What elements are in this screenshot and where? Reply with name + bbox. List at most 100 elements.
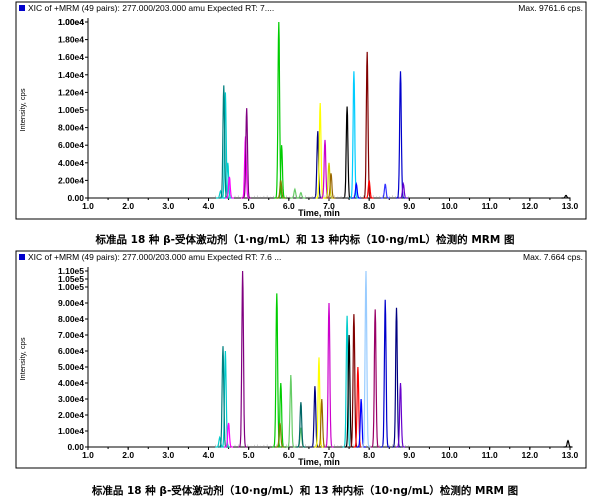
- series-trace: [290, 187, 306, 199]
- y-tick-label: 7.00e4: [58, 330, 84, 340]
- caption-chart-1: 标准品 18 种 β-受体激动剂（1·ng/mL）和 13 种内标（10·ng/…: [95, 234, 515, 246]
- header-title: XIC of +MRM (49 pairs): 277.000/203.000 …: [28, 3, 274, 13]
- x-tick-label: 11.0: [482, 201, 498, 211]
- caption-chart-2: 标准品 18 种 β-受体激动剂（10·ng/mL）和 13 种内标（10·ng…: [91, 485, 519, 497]
- series-trace: [380, 299, 390, 448]
- y-tick-label: 3.00e4: [58, 394, 84, 404]
- x-tick-label: 4.0: [203, 450, 215, 460]
- series-trace: [315, 102, 325, 199]
- y-tick-label: 6.00e4: [58, 346, 84, 356]
- peak-trace: [315, 102, 325, 199]
- series-trace: [361, 270, 371, 448]
- y-tick-label: 1.00e5: [58, 105, 84, 115]
- peak-trace: [353, 366, 363, 448]
- peak-trace: [351, 181, 361, 199]
- series-trace: [275, 422, 285, 448]
- peak-trace: [380, 299, 390, 448]
- series-trace: [314, 357, 324, 448]
- y-tick-label: 1.00e5: [58, 282, 84, 292]
- series-trace: [276, 180, 286, 199]
- series-trace: [351, 181, 361, 199]
- y-tick-label: 8.00e4: [58, 123, 84, 133]
- x-axis-label: Time, min: [298, 457, 340, 467]
- y-tick-label: 1.00e4: [58, 17, 84, 27]
- series-trace: [396, 382, 405, 448]
- header-max: Max. 7.664 cps.: [523, 252, 583, 262]
- series-trace: [353, 366, 363, 448]
- y-tick-label: 1.60e4: [58, 52, 84, 62]
- peak-trace: [242, 108, 252, 199]
- chromatogram-chart-2: XIC of +MRM (49 pairs): 277.000/203.000 …: [15, 250, 587, 469]
- y-tick-label: 1.00e4: [58, 426, 84, 436]
- x-tick-label: 7.0: [323, 201, 335, 211]
- y-tick-label: 8.00e4: [58, 314, 84, 324]
- series-trace: [362, 51, 372, 199]
- x-axis-label: Time, min: [298, 208, 340, 218]
- y-tick-label: 2.00e4: [58, 175, 84, 185]
- x-tick-label: 6.0: [283, 201, 295, 211]
- series-trace: [364, 180, 374, 199]
- x-tick-label: 5.0: [243, 201, 255, 211]
- x-tick-label: 12.0: [522, 450, 539, 460]
- peak-trace: [364, 180, 374, 199]
- peak-trace: [561, 194, 571, 199]
- series-trace: [349, 71, 359, 199]
- peak-trace: [238, 270, 248, 448]
- x-tick-label: 11.0: [482, 450, 498, 460]
- y-tick-label: 1.05e5: [58, 274, 84, 284]
- y-tick-label: 4.00e4: [58, 378, 84, 388]
- legend-square-icon: [19, 254, 25, 260]
- y-axis-label: Intensity, cps: [18, 337, 27, 380]
- x-tick-label: 10.0: [441, 450, 458, 460]
- series-trace: [561, 194, 571, 199]
- x-tick-label: 8.0: [363, 450, 375, 460]
- peak-trace: [344, 334, 354, 448]
- y-tick-label: 9.00e4: [58, 298, 84, 308]
- chromatogram-chart-1: XIC of +MRM (49 pairs): 277.000/203.000 …: [15, 1, 587, 220]
- x-tick-label: 9.0: [403, 450, 415, 460]
- peak-trace: [314, 357, 324, 448]
- peak-trace: [356, 398, 366, 448]
- peak-trace: [396, 382, 405, 448]
- x-tick-label: 13.0: [562, 201, 579, 211]
- series-trace: [242, 108, 252, 199]
- series-trace: [344, 334, 354, 448]
- x-tick-label: 7.0: [323, 450, 335, 460]
- x-tick-label: 8.0: [363, 201, 375, 211]
- peak-trace: [370, 309, 380, 448]
- header-title: XIC of +MRM (49 pairs): 277.000/203.000 …: [28, 252, 281, 262]
- peak-trace: [276, 180, 286, 199]
- chromatogram-panel-1: XIC of +MRM (49 pairs): 277.000/203.000 …: [15, 1, 587, 246]
- peak-trace: [286, 374, 296, 448]
- baseline-noise: [212, 444, 409, 447]
- y-tick-label: 1.80e4: [58, 35, 84, 45]
- peak-trace: [296, 191, 306, 199]
- peak-trace: [274, 21, 284, 199]
- peak-trace: [223, 162, 233, 199]
- x-tick-label: 3.0: [162, 201, 174, 211]
- y-axis-label: Intensity, cps: [18, 88, 27, 131]
- series-trace: [324, 162, 334, 199]
- peak-trace: [396, 71, 405, 199]
- baseline-noise: [212, 195, 409, 198]
- y-tick-label: 0.00: [67, 193, 84, 203]
- x-tick-label: 12.0: [522, 201, 539, 211]
- y-tick-label: 6.00e4: [58, 140, 84, 150]
- peak-trace: [392, 307, 401, 448]
- peak-trace: [361, 270, 371, 448]
- legend-square-icon: [19, 5, 25, 11]
- series-trace: [380, 183, 390, 199]
- series-trace: [356, 398, 366, 448]
- x-tick-label: 1.0: [82, 450, 94, 460]
- y-tick-label: 1.00e4: [58, 17, 84, 27]
- series-trace: [324, 302, 334, 448]
- y-tick-label: 2.00e4: [58, 410, 84, 420]
- series-trace: [238, 270, 248, 448]
- series-trace: [396, 71, 405, 199]
- series-trace: [392, 307, 401, 448]
- peak-trace: [362, 51, 372, 199]
- peak-trace: [380, 183, 390, 199]
- header-max: Max. 9761.6 cps.: [518, 3, 583, 13]
- y-tick-label: 1.10e5: [58, 266, 84, 276]
- series-trace: [296, 402, 306, 448]
